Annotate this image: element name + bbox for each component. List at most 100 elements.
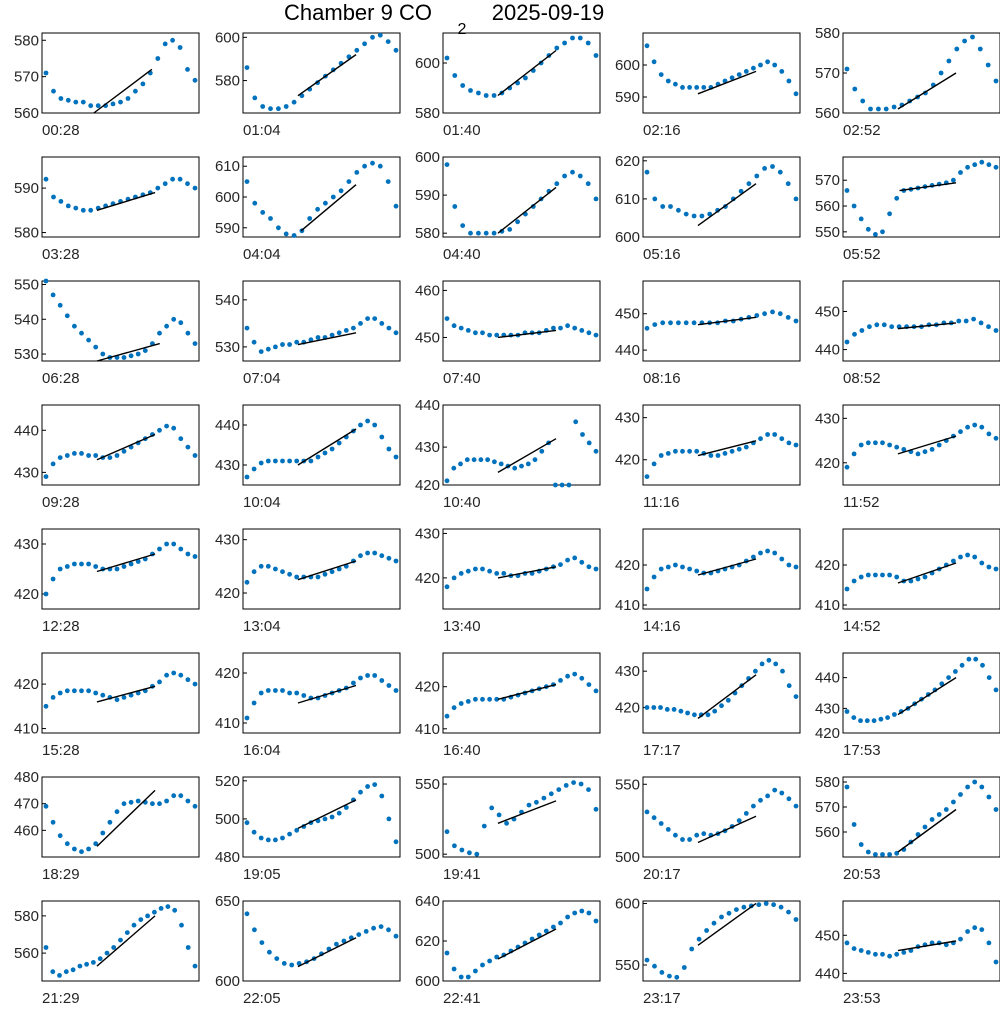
data-point: [578, 781, 584, 787]
data-point: [164, 798, 170, 804]
data-point: [696, 936, 702, 942]
data-point: [936, 442, 942, 448]
data-point: [972, 779, 978, 785]
data-point: [851, 203, 857, 209]
data-point: [986, 431, 992, 437]
data-point: [873, 232, 878, 237]
data-point: [844, 709, 850, 714]
data-point: [379, 793, 385, 799]
data-point: [993, 435, 999, 441]
data-point: [43, 278, 49, 284]
fit-line: [897, 322, 957, 330]
axes-box: [242, 652, 401, 734]
data-point: [258, 563, 264, 569]
axes-box: [41, 32, 200, 114]
data-point: [777, 169, 783, 175]
axes-box: [41, 900, 200, 982]
y-tick-label: 560: [14, 945, 39, 962]
data-point: [922, 574, 928, 580]
data-point: [741, 904, 747, 910]
data-point: [178, 793, 184, 799]
data-point: [100, 351, 106, 357]
data-point: [494, 332, 500, 338]
data-point: [283, 104, 289, 109]
data-point: [953, 669, 958, 674]
data-point: [451, 966, 457, 972]
time-label: 10:04: [243, 494, 281, 511]
data-point: [393, 558, 399, 564]
data-point: [487, 696, 492, 702]
data-point: [192, 77, 198, 83]
data-point: [465, 328, 471, 333]
chart-panel: 420 430 11:52: [815, 404, 1000, 511]
data-point: [393, 839, 399, 845]
data-point: [887, 953, 892, 959]
axes-box: [242, 776, 401, 858]
data-point: [265, 563, 271, 569]
data-point: [114, 453, 120, 458]
data-point: [680, 448, 685, 454]
data-point: [280, 835, 285, 841]
data-point: [908, 578, 914, 584]
axes-box: [41, 156, 200, 238]
data-point: [864, 718, 870, 724]
chart-panel: 410 420 16:40: [415, 652, 601, 759]
axes-box: [842, 652, 1000, 734]
data-point: [844, 339, 850, 345]
y-tick-label: 420: [14, 586, 39, 603]
time-label: 08:52: [843, 370, 881, 387]
data-point: [64, 841, 70, 847]
data-point: [393, 203, 399, 209]
y-tick-label: 550: [415, 776, 440, 793]
data-point: [894, 444, 900, 450]
fit-line: [497, 928, 557, 960]
data-point: [72, 846, 77, 852]
data-point: [993, 78, 999, 84]
data-point: [287, 690, 292, 696]
data-point: [743, 811, 749, 816]
data-point: [793, 803, 799, 809]
data-point: [65, 203, 71, 209]
y-tick-label: 580: [14, 908, 39, 925]
time-label: 14:52: [843, 618, 881, 635]
data-point: [164, 423, 170, 429]
fit-line: [899, 182, 957, 192]
data-point: [865, 226, 871, 232]
data-point: [946, 58, 952, 64]
data-point: [786, 78, 792, 84]
data-point: [571, 780, 576, 785]
y-tick-label: 410: [815, 597, 840, 614]
data-point: [162, 181, 168, 187]
data-point: [385, 179, 391, 185]
data-point: [844, 784, 850, 790]
data-point: [128, 799, 134, 805]
data-point: [665, 564, 671, 570]
chart-panel: 410 420 14:52: [815, 528, 1000, 635]
data-point: [267, 949, 272, 955]
time-label: 19:41: [443, 866, 481, 883]
fit-line: [897, 562, 957, 584]
data-point: [393, 47, 399, 53]
data-point: [958, 792, 963, 797]
data-point: [480, 566, 485, 572]
data-point: [593, 806, 599, 812]
axes-box: [41, 280, 200, 362]
data-point: [865, 849, 871, 855]
y-tick-label: 420: [215, 585, 240, 602]
data-point: [329, 814, 335, 820]
data-point: [746, 181, 752, 187]
data-point: [287, 458, 292, 464]
data-point: [644, 809, 650, 815]
data-point: [499, 228, 505, 234]
data-point: [554, 181, 560, 187]
data-point: [881, 322, 887, 328]
data-point: [722, 451, 728, 456]
data-point: [386, 816, 392, 822]
time-label: 20:53: [843, 866, 881, 883]
data-point: [772, 62, 778, 68]
data-point: [966, 656, 972, 662]
data-point: [372, 550, 378, 556]
data-point: [128, 692, 134, 698]
data-point: [252, 95, 258, 101]
data-point: [651, 59, 657, 65]
